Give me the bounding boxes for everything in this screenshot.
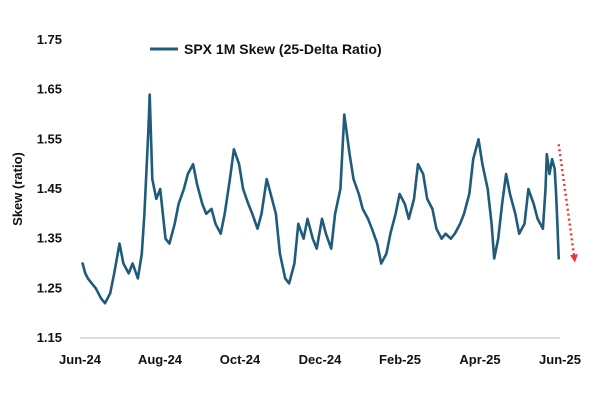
x-tick-label: Apr-25 [459,352,500,367]
x-tick-label: Aug-24 [138,352,183,367]
y-tick-label: 1.25 [37,280,62,295]
y-tick-label: 1.55 [37,131,62,146]
x-tick-label: Jun-25 [539,352,581,367]
y-tick-label: 1.75 [37,32,62,47]
y-tick-label: 1.15 [37,330,62,345]
x-tick-label: Jun-24 [59,352,102,367]
series-line-spx-skew [81,93,561,305]
y-tick-label: 1.65 [37,82,62,97]
x-tick-label: Feb-25 [379,352,421,367]
trend-arrow-annotation [557,144,578,263]
legend: SPX 1M Skew (25-Delta Ratio) [150,41,382,57]
y-axis-title: Skew (ratio) [10,152,25,226]
y-tick-label: 1.45 [37,181,62,196]
x-tick-label: Dec-24 [299,352,342,367]
x-tick-label: Oct-24 [220,352,261,367]
y-tick-label: 1.35 [37,231,62,246]
x-axis-ticks: Jun-24 Aug-24 Oct-24 Dec-24 Feb-25 Apr-25 Jun-… [59,352,581,367]
legend-label: SPX 1M Skew (25-Delta Ratio) [184,41,382,57]
y-axis-ticks: 1.15 1.25 1.35 1.45 1.55 1.65 1.75 [37,32,62,345]
